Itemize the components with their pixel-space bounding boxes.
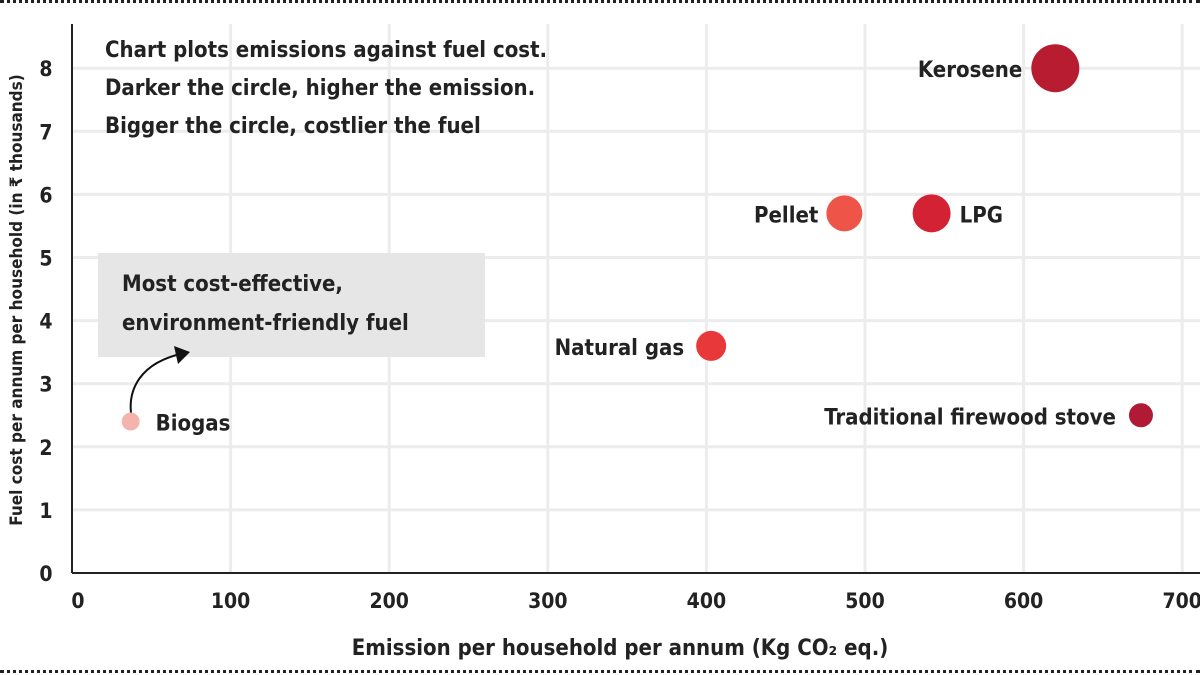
point-label: Biogas bbox=[156, 412, 231, 437]
point-label: LPG bbox=[960, 203, 1003, 228]
point-label: Traditional firewood stove bbox=[824, 405, 1116, 430]
y-tick-label: 0 bbox=[39, 562, 52, 586]
y-tick-label: 8 bbox=[39, 57, 52, 81]
annotation-arrow bbox=[129, 352, 186, 421]
x-tick-label: 600 bbox=[1004, 589, 1043, 613]
y-tick-label: 4 bbox=[39, 310, 52, 334]
annotation-line-1: Most cost-effective, bbox=[122, 272, 343, 297]
y-tick-label: 7 bbox=[39, 120, 52, 144]
x-tick-label: 100 bbox=[211, 589, 250, 613]
point-biogas bbox=[121, 412, 140, 431]
note-line-1: Chart plots emissions against fuel cost. bbox=[105, 38, 547, 63]
x-tick-label: 300 bbox=[528, 589, 567, 613]
x-tick-label: 400 bbox=[687, 589, 726, 613]
y-axis-label: Fuel cost per annum per household (in ₹ … bbox=[7, 74, 27, 525]
point-label: Kerosene bbox=[918, 58, 1022, 83]
arrow-head-icon bbox=[174, 346, 190, 364]
point-natural-gas bbox=[696, 330, 727, 361]
note-line-3: Bigger the circle, costlier the fuel bbox=[105, 114, 481, 139]
point-label: Natural gas bbox=[555, 336, 685, 361]
x-tick-label: 500 bbox=[845, 589, 884, 613]
point-label: Pellet bbox=[754, 203, 819, 228]
y-tick-label: 6 bbox=[39, 183, 52, 207]
annotation-box bbox=[98, 253, 485, 357]
x-axis-label: Emission per household per annum (Kg CO₂… bbox=[352, 636, 889, 661]
point-kerosene bbox=[1031, 44, 1080, 93]
x-tick-label: 700 bbox=[1162, 589, 1200, 613]
y-tick-label: 5 bbox=[39, 247, 52, 271]
top-border bbox=[0, 0, 1200, 3]
note-line-2: Darker the circle, higher the emission. bbox=[105, 76, 535, 101]
grid bbox=[72, 24, 1200, 573]
y-tick-label: 1 bbox=[39, 499, 52, 523]
point-pellet bbox=[826, 195, 863, 232]
point-traditional-firewood-stove bbox=[1128, 403, 1153, 428]
point-lpg bbox=[912, 194, 951, 233]
x-tick-label: 0 bbox=[71, 589, 84, 613]
bottom-border bbox=[0, 670, 1200, 673]
y-tick-label: 3 bbox=[39, 373, 52, 397]
annotation-line-2: environment-friendly fuel bbox=[122, 311, 409, 336]
x-tick-label: 200 bbox=[369, 589, 408, 613]
y-tick-label: 2 bbox=[39, 436, 52, 460]
